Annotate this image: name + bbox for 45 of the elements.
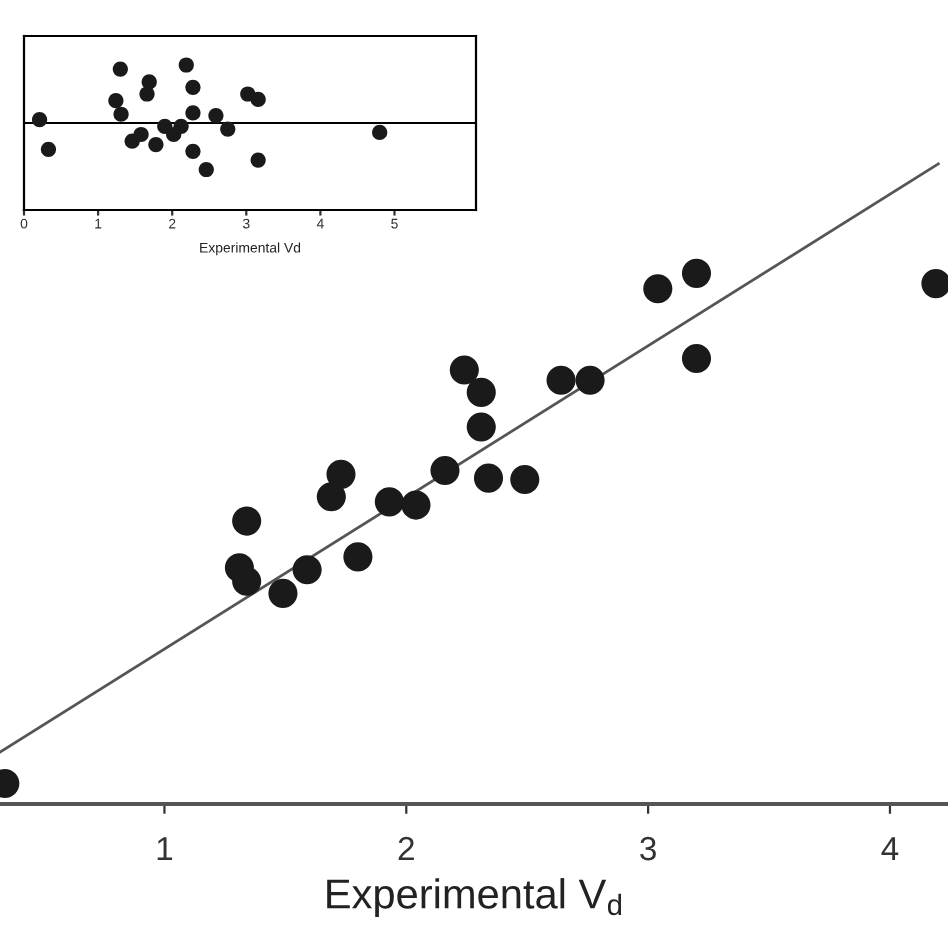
- point: [681, 343, 712, 374]
- x-tick-label: 3: [640, 836, 656, 861]
- point: [133, 126, 149, 143]
- point: [316, 482, 346, 512]
- point: [401, 490, 431, 520]
- point: [449, 355, 479, 385]
- x-tick-label: 4: [881, 837, 899, 861]
- point: [185, 105, 201, 121]
- point: [430, 455, 460, 486]
- point: [250, 91, 266, 107]
- point: [473, 463, 504, 493]
- point: [292, 555, 322, 585]
- point: [112, 61, 128, 77]
- point: [220, 121, 236, 137]
- point: [466, 412, 496, 442]
- point: [575, 365, 605, 395]
- point: [643, 274, 673, 304]
- point: [681, 258, 712, 288]
- point: [326, 459, 356, 489]
- point: [198, 161, 214, 178]
- point: [113, 106, 129, 122]
- point: [108, 93, 124, 109]
- point: [372, 124, 388, 141]
- point: [31, 112, 48, 128]
- x-tick-label: 1: [157, 837, 173, 861]
- x-axis-title: Experimental V$_{d}$: [327, 878, 622, 917]
- point: [510, 464, 540, 495]
- point: [148, 136, 164, 153]
- point: [139, 86, 155, 102]
- point: [208, 107, 224, 124]
- point: [232, 506, 262, 536]
- point: [374, 487, 404, 517]
- point: [546, 365, 576, 395]
- point: [232, 566, 262, 596]
- point: [268, 578, 298, 608]
- point: [250, 152, 266, 168]
- point: [185, 79, 201, 95]
- point: [178, 57, 194, 73]
- point: [40, 141, 57, 157]
- point: [921, 269, 948, 299]
- x-tick-label: 2: [398, 836, 414, 861]
- point: [466, 377, 496, 407]
- point: [173, 118, 189, 134]
- point: [185, 143, 201, 159]
- point: [343, 542, 373, 572]
